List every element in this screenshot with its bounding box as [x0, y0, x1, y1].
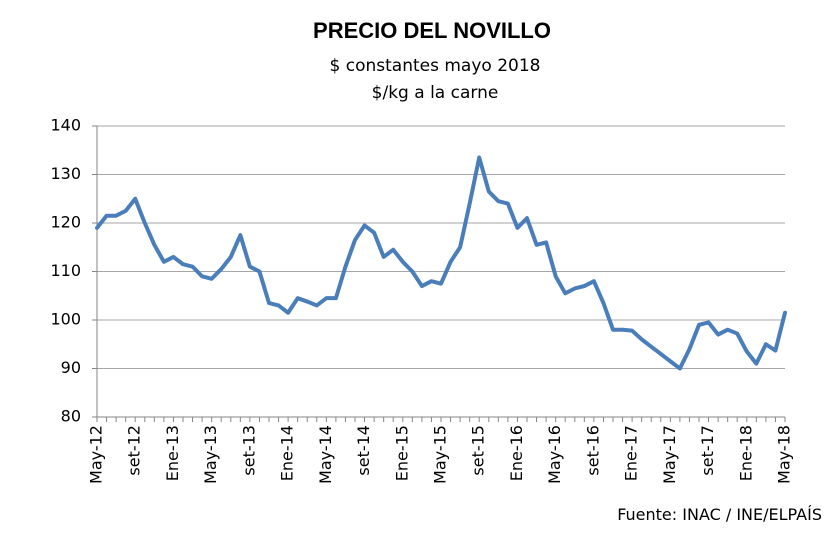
- y-tick-label: 100: [50, 310, 81, 329]
- x-tick-label: Ene-17: [622, 425, 641, 481]
- x-tick-label: May-16: [545, 425, 564, 484]
- source-note: Fuente: INAC / INE/ELPAÍS: [617, 505, 822, 524]
- x-tick-label: set-16: [583, 425, 602, 476]
- x-tick-label: Ene-14: [278, 425, 297, 481]
- x-tick-label: May-12: [87, 425, 106, 484]
- y-tick-label: 140: [50, 116, 81, 135]
- x-tick-label: set-13: [239, 425, 258, 476]
- y-tick-label: 130: [50, 164, 81, 183]
- x-tick-label: set-15: [469, 425, 488, 476]
- chart-title: PRECIO DEL NOVILLO: [313, 18, 551, 43]
- y-tick-label: 110: [50, 261, 81, 280]
- y-tick-label: 90: [61, 358, 81, 377]
- x-tick-label: set-17: [698, 425, 717, 476]
- axis-unit-label: $/kg a la carne: [372, 83, 499, 103]
- x-tick-label: May-17: [660, 425, 679, 484]
- x-tick-label: set-14: [354, 425, 373, 476]
- x-tick-label: set-12: [125, 425, 144, 476]
- x-tick-label: Ene-15: [392, 425, 411, 481]
- chart-subtitle: $ constantes mayo 2018: [330, 56, 541, 76]
- x-tick-label: Ene-18: [736, 425, 755, 481]
- x-tick-label: May-14: [316, 425, 335, 484]
- x-tick-label: May-13: [201, 425, 220, 484]
- x-tick-label: May-15: [431, 425, 450, 484]
- x-tick-label: Ene-13: [163, 425, 182, 481]
- y-tick-label: 120: [50, 213, 81, 232]
- y-tick-label: 80: [61, 407, 81, 426]
- x-tick-label: May-18: [775, 425, 794, 484]
- data-line: [95, 155, 787, 371]
- x-tick-label: Ene-16: [507, 425, 526, 481]
